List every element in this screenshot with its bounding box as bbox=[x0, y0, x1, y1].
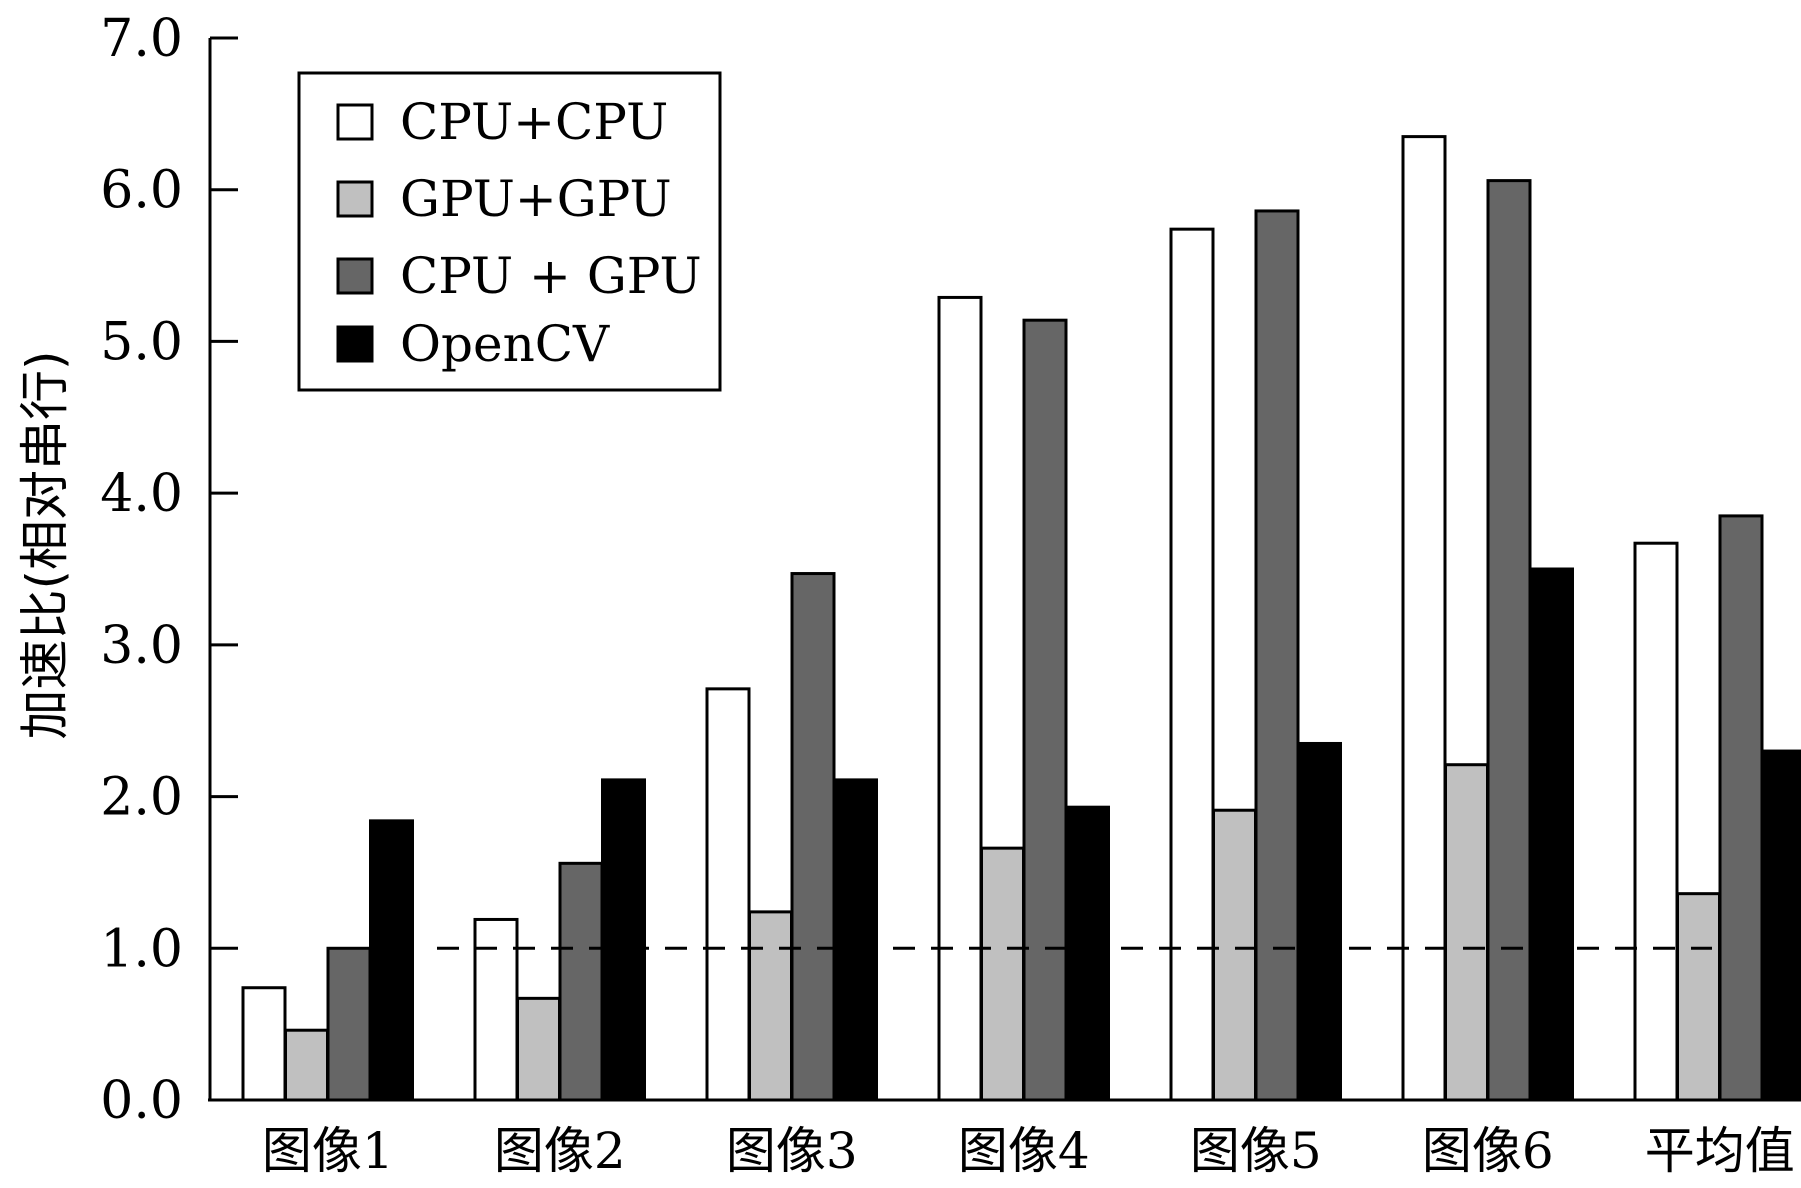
legend-label: CPU+CPU bbox=[400, 93, 668, 151]
bar-1-1 bbox=[241, 986, 287, 1102]
bar-6-4 bbox=[1529, 567, 1574, 1102]
bars bbox=[241, 135, 1801, 1102]
category-label: 图像5 bbox=[1190, 1122, 1322, 1180]
bar-5-3 bbox=[1254, 209, 1300, 1102]
legend: CPU+CPU GPU+GPU CPU + GPU OpenCV bbox=[297, 71, 722, 392]
bar-7-1 bbox=[1633, 541, 1679, 1102]
bar-6-2 bbox=[1444, 763, 1489, 1102]
y-tick-label: 6.0 bbox=[100, 161, 183, 221]
y-axis-label: 加速比(相对串行) bbox=[16, 350, 74, 739]
category-label: 图像3 bbox=[726, 1122, 858, 1180]
y-tick-label: 5.0 bbox=[100, 312, 183, 372]
category-label: 平均值 bbox=[1645, 1122, 1795, 1180]
bar-1-3 bbox=[326, 946, 372, 1102]
bar-7-2 bbox=[1676, 892, 1721, 1102]
y-tick-label: 0.0 bbox=[100, 1071, 183, 1131]
bar-5-2 bbox=[1212, 808, 1257, 1102]
bar-1-4 bbox=[369, 819, 414, 1102]
bar-1-2 bbox=[284, 1028, 329, 1102]
legend-swatch bbox=[336, 180, 374, 218]
bar-3-1 bbox=[705, 687, 751, 1102]
legend-swatch bbox=[336, 103, 374, 141]
bar-3-2 bbox=[748, 910, 793, 1102]
legend-swatch bbox=[336, 325, 374, 363]
bar-5-1 bbox=[1169, 227, 1215, 1102]
bar-3-3 bbox=[790, 572, 836, 1102]
bar-2-4 bbox=[601, 778, 646, 1102]
bar-6-1 bbox=[1401, 135, 1447, 1102]
bar-2-1 bbox=[473, 917, 519, 1102]
axes bbox=[208, 38, 1801, 1102]
bar-3-4 bbox=[833, 778, 878, 1102]
bar-4-4 bbox=[1065, 805, 1110, 1102]
legend-label: GPU+GPU bbox=[400, 170, 672, 228]
category-label: 图像4 bbox=[958, 1122, 1090, 1180]
y-axis-label-group: 加速比(相对串行) bbox=[16, 350, 74, 739]
bar-7-3 bbox=[1718, 514, 1764, 1102]
y-tick-label: 3.0 bbox=[100, 616, 183, 676]
category-label: 图像2 bbox=[494, 1122, 626, 1180]
legend-label: OpenCV bbox=[400, 315, 610, 373]
bar-2-3 bbox=[558, 861, 604, 1102]
bar-7-4 bbox=[1761, 749, 1801, 1102]
bar-4-1 bbox=[937, 295, 983, 1102]
y-tick-label: 4.0 bbox=[100, 464, 183, 524]
bar-4-2 bbox=[980, 846, 1025, 1102]
y-tick-label: 2.0 bbox=[100, 768, 183, 828]
bar-2-2 bbox=[516, 996, 561, 1102]
y-tick-label: 7.0 bbox=[100, 9, 183, 69]
category-labels: 图像1 图像2 图像3 图像4 图像5 图像6 平均值 bbox=[262, 1122, 1795, 1180]
y-ticks: 0.0 1.0 2.0 3.0 4.0 5.0 6.0 7.0 bbox=[100, 9, 238, 1131]
bar-4-3 bbox=[1022, 318, 1068, 1102]
bar-5-4 bbox=[1297, 741, 1342, 1102]
bar-6-3 bbox=[1486, 179, 1532, 1102]
legend-swatch bbox=[336, 257, 374, 295]
category-label: 图像6 bbox=[1422, 1122, 1554, 1180]
y-tick-label: 1.0 bbox=[100, 919, 183, 979]
legend-label: CPU + GPU bbox=[400, 247, 702, 305]
category-label: 图像1 bbox=[262, 1122, 394, 1180]
